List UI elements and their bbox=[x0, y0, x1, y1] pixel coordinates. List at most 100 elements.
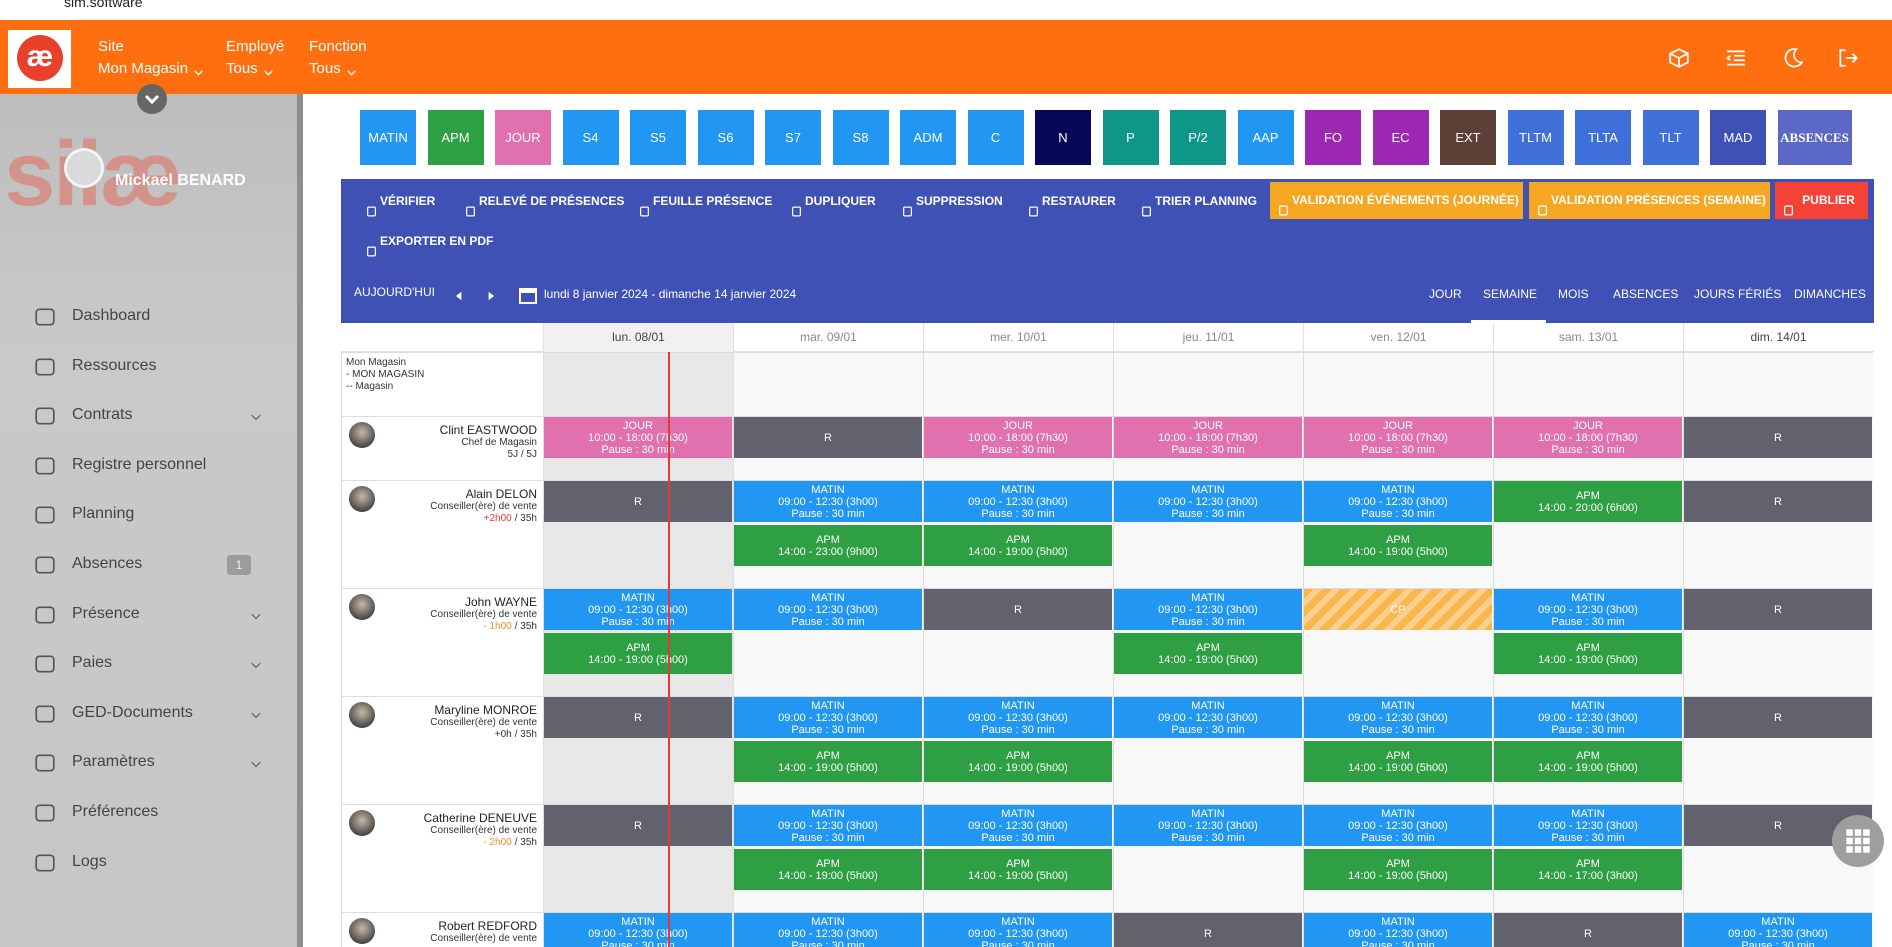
shift-type-button[interactable]: C bbox=[967, 110, 1024, 165]
shift-block[interactable]: MATIN 09:00 - 12:30 (3h00) Pause : 30 min bbox=[1114, 697, 1302, 738]
shift-type-button[interactable]: APM bbox=[427, 110, 484, 165]
toolbar-button[interactable]: RELEVÉ DE PRÉSENCES bbox=[457, 183, 632, 219]
view-tab[interactable]: DIMANCHES bbox=[1794, 287, 1867, 301]
shift-block[interactable]: JOUR 10:00 - 18:00 (7h30) Pause : 30 min bbox=[1114, 417, 1302, 458]
header-icon-button[interactable] bbox=[1668, 47, 1690, 69]
menu-item[interactable]: Présence bbox=[0, 595, 290, 635]
toolbar-button[interactable]: PUBLIER bbox=[1775, 182, 1868, 219]
menu-item[interactable]: Registre personnel bbox=[0, 446, 290, 486]
shift-block[interactable]: MATIN 09:00 - 12:30 (3h00) Pause : 30 min bbox=[734, 913, 922, 947]
shift-block[interactable]: APM 14:00 - 19:00 (5h00) bbox=[924, 849, 1112, 890]
shift-type-button[interactable]: S4 bbox=[562, 110, 619, 165]
shift-block[interactable]: MATIN 09:00 - 12:30 (3h00) Pause : 30 min bbox=[924, 697, 1112, 738]
menu-item[interactable]: Logs bbox=[0, 843, 290, 883]
shift-type-button[interactable]: ABSENCES bbox=[1777, 110, 1852, 165]
toolbar-button[interactable]: FEUILLE PRÉSENCE bbox=[631, 183, 780, 219]
shift-block[interactable]: MATIN 09:00 - 12:30 (3h00) Pause : 30 min bbox=[924, 805, 1112, 846]
view-tab[interactable]: JOURS FÉRIÉS bbox=[1694, 287, 1782, 301]
shift-block[interactable]: R bbox=[734, 417, 922, 458]
shift-type-button[interactable]: TLTA bbox=[1575, 110, 1631, 165]
shift-type-button[interactable]: S6 bbox=[697, 110, 754, 165]
view-tab[interactable]: ABSENCES bbox=[1613, 287, 1679, 301]
shift-block[interactable]: R bbox=[544, 481, 732, 522]
shift-block[interactable]: MATIN 09:00 - 12:30 (3h00) Pause : 30 min bbox=[734, 805, 922, 846]
header-icon-button[interactable] bbox=[1725, 47, 1747, 69]
today-button[interactable]: AUJOURD'HUI bbox=[354, 285, 435, 299]
filter-value[interactable]: Tous bbox=[226, 60, 274, 77]
toolbar-button[interactable]: VALIDATION ÉVÉNEMENTS (JOURNÉE) bbox=[1270, 182, 1523, 219]
menu-item[interactable]: Paies bbox=[0, 644, 290, 684]
shift-type-button[interactable]: TLTM bbox=[1507, 110, 1564, 165]
menu-item[interactable]: Ressources bbox=[0, 347, 290, 387]
shift-block[interactable]: MATIN 09:00 - 12:30 (3h00) Pause : 30 min bbox=[1114, 589, 1302, 630]
menu-item[interactable]: Planning bbox=[0, 495, 290, 535]
shift-type-button[interactable]: EXT bbox=[1440, 110, 1496, 165]
toolbar-button[interactable]: TRIER PLANNING bbox=[1133, 183, 1265, 219]
shift-type-button[interactable]: EC bbox=[1372, 110, 1429, 165]
shift-type-button[interactable]: S5 bbox=[630, 110, 686, 165]
menu-item[interactable]: Absences 1 bbox=[0, 545, 290, 585]
toolbar-button[interactable]: SUPPRESSION bbox=[894, 183, 1011, 219]
shift-block[interactable]: MATIN 09:00 - 12:30 (3h00) Pause : 30 min bbox=[734, 697, 922, 738]
shift-block[interactable]: JOUR 10:00 - 18:00 (7h30) Pause : 30 min bbox=[1304, 417, 1492, 458]
shift-block[interactable]: APM 14:00 - 19:00 (5h00) bbox=[1114, 633, 1302, 674]
shift-type-button[interactable]: AAP bbox=[1237, 110, 1294, 165]
shift-type-button[interactable]: ADM bbox=[900, 110, 956, 165]
shift-block[interactable]: APM 14:00 - 19:00 (5h00) bbox=[1494, 741, 1682, 782]
header-icon-button[interactable] bbox=[1782, 47, 1804, 69]
shift-block[interactable]: MATIN 09:00 - 12:30 (3h00) Pause : 30 min bbox=[544, 589, 732, 630]
shift-block[interactable]: MATIN 09:00 - 12:30 (3h00) Pause : 30 min bbox=[1304, 697, 1492, 738]
shift-block[interactable]: APM 14:00 - 19:00 (5h00) bbox=[544, 633, 732, 674]
shift-type-button[interactable]: TLT bbox=[1642, 110, 1699, 165]
shift-type-button[interactable]: FO bbox=[1305, 110, 1361, 165]
shift-block[interactable]: R bbox=[1684, 589, 1872, 630]
shift-block[interactable]: R bbox=[544, 805, 732, 846]
shift-block[interactable]: CP bbox=[1304, 589, 1492, 630]
shift-block[interactable]: APM 14:00 - 19:00 (5h00) bbox=[734, 741, 922, 782]
shift-block[interactable]: MATIN 09:00 - 12:30 (3h00) Pause : 30 min bbox=[1494, 805, 1682, 846]
shift-block[interactable]: MATIN 09:00 - 12:30 (3h00) Pause : 30 min bbox=[1494, 589, 1682, 630]
shift-type-button[interactable]: MAD bbox=[1710, 110, 1766, 165]
filter-value[interactable]: Mon Magasin bbox=[98, 60, 204, 77]
menu-item[interactable]: Préférences bbox=[0, 793, 290, 833]
shift-block[interactable]: APM 14:00 - 19:00 (5h00) bbox=[1304, 525, 1492, 566]
shift-block[interactable]: APM 14:00 - 19:00 (5h00) bbox=[734, 849, 922, 890]
shift-block[interactable]: MATIN 09:00 - 12:30 (3h00) Pause : 30 min bbox=[1304, 805, 1492, 846]
menu-item[interactable]: Dashboard bbox=[0, 297, 290, 337]
shift-block[interactable]: MATIN 09:00 - 12:30 (3h00) Pause : 30 min bbox=[734, 589, 922, 630]
shift-type-button[interactable]: MATIN bbox=[360, 110, 416, 165]
shift-block[interactable]: JOUR 10:00 - 18:00 (7h30) Pause : 30 min bbox=[1494, 417, 1682, 458]
view-tab[interactable]: JOUR bbox=[1429, 287, 1462, 301]
shift-block[interactable]: MATIN 09:00 - 12:30 (3h00) Pause : 30 min bbox=[924, 481, 1112, 522]
shift-block[interactable]: MATIN 09:00 - 12:30 (3h00) Pause : 30 min bbox=[1114, 481, 1302, 522]
shift-type-button[interactable]: P/2 bbox=[1170, 110, 1226, 165]
next-button[interactable] bbox=[485, 289, 497, 301]
shift-block[interactable]: R bbox=[1684, 481, 1872, 522]
collapse-button[interactable] bbox=[137, 84, 167, 114]
shift-block[interactable]: R bbox=[1684, 417, 1872, 458]
shift-block[interactable]: MATIN 09:00 - 12:30 (3h00) Pause : 30 min bbox=[1304, 913, 1492, 947]
shift-block[interactable]: MATIN 09:00 - 12:30 (3h00) Pause : 30 min bbox=[1304, 481, 1492, 522]
header-icon-button[interactable] bbox=[1837, 47, 1859, 69]
shift-type-button[interactable]: S8 bbox=[832, 110, 889, 165]
view-tab[interactable]: MOIS bbox=[1558, 287, 1589, 301]
shift-block[interactable]: MATIN 09:00 - 12:30 (3h00) Pause : 30 min bbox=[924, 913, 1112, 947]
menu-item[interactable]: Contrats bbox=[0, 396, 290, 436]
shift-block[interactable]: JOUR 10:00 - 18:00 (7h30) Pause : 30 min bbox=[924, 417, 1112, 458]
shift-block[interactable]: MATIN 09:00 - 12:30 (3h00) Pause : 30 min bbox=[1684, 913, 1872, 947]
shift-block[interactable]: APM 14:00 - 19:00 (5h00) bbox=[1304, 849, 1492, 890]
shift-block[interactable]: R bbox=[1494, 913, 1682, 947]
shift-block[interactable]: JOUR 10:00 - 18:00 (7h30) Pause : 30 min bbox=[544, 417, 732, 458]
shift-block[interactable]: APM 14:00 - 19:00 (5h00) bbox=[1304, 741, 1492, 782]
view-tab[interactable]: SEMAINE bbox=[1483, 287, 1538, 301]
prev-button[interactable] bbox=[453, 289, 465, 301]
shift-block[interactable]: APM 14:00 - 19:00 (5h00) bbox=[1494, 633, 1682, 674]
menu-item[interactable]: GED-Documents bbox=[0, 694, 290, 734]
toolbar-button[interactable]: VALIDATION PRÉSENCES (SEMAINE) bbox=[1529, 182, 1770, 219]
shift-block[interactable]: APM 14:00 - 19:00 (5h00) bbox=[924, 525, 1112, 566]
shift-block[interactable]: APM 14:00 - 20:00 (6h00) bbox=[1494, 481, 1682, 522]
shift-block[interactable]: APM 14:00 - 19:00 (5h00) bbox=[924, 741, 1112, 782]
shift-type-button[interactable]: P bbox=[1102, 110, 1159, 165]
shift-type-button[interactable]: S7 bbox=[765, 110, 821, 165]
toolbar-button[interactable]: VÉRIFIER bbox=[358, 183, 443, 219]
